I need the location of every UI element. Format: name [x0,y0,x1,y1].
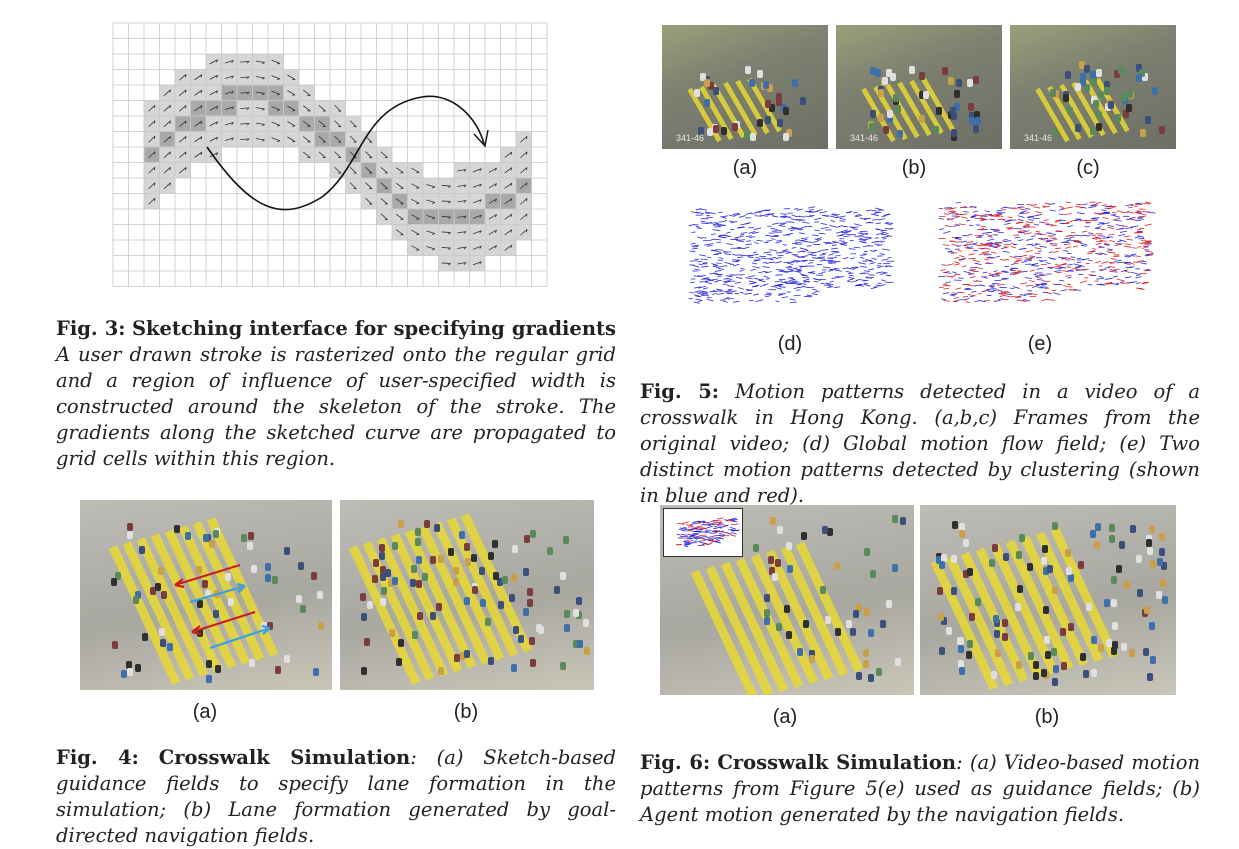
fig4-sub-a: (a) [175,701,235,724]
timecode-label: 341-46 [676,133,704,143]
fig3-gradient-grid [112,22,552,288]
fig3-text: A user drawn stroke is rasterized onto t… [56,343,616,470]
fig5-sub-a: (a) [715,157,775,180]
timecode-label: 341-46 [850,133,878,143]
fig6a-image [660,505,914,695]
fig5-caption: Fig. 5: Motion patterns detected in a vi… [640,379,1200,509]
fig5e-motion-patterns [928,192,1158,312]
fig6-sub-b: (b) [1017,706,1077,729]
fig4-sub-b: (b) [436,701,496,724]
fig5-text: Motion patterns detected in a video of a… [640,380,1200,507]
fig4-caption: Fig. 4: Crosswalk Simulation: (a) Sketch… [56,745,616,849]
fig4-label: Fig. 4: [56,746,139,769]
fig5-sub-b: (b) [884,157,944,180]
fig5d-flow-field [678,198,898,313]
guidance-arrows [80,500,332,690]
fig6-sub-a: (a) [755,706,815,729]
fig5-sub-e: (e) [1010,333,1070,356]
guidance-field-inset [663,508,743,557]
fig4b-image [340,500,594,690]
fig5a-video-frame: 341-46 [662,25,828,149]
fig5-sub-c: (c) [1058,157,1118,180]
fig3-title: Sketching interface for specifying gradi… [132,317,616,340]
fig3-label: Fig. 3: [56,317,125,340]
stroke-arrowhead [474,130,488,146]
fig6-title: Crosswalk Simulation [717,751,956,774]
fig5c-video-frame: 341-46 [1010,25,1176,149]
fig4a-image [80,500,332,690]
fig4-title: Crosswalk Simulation [159,746,410,769]
fig6-label: Fig. 6: [640,751,710,774]
fig3-caption: Fig. 3: Sketching interface for specifyi… [56,316,616,472]
fig5-sub-d: (d) [760,333,820,356]
fig5-label: Fig. 5: [640,380,719,403]
fig6-caption: Fig. 6: Crosswalk Simulation: (a) Video-… [640,750,1200,828]
fig6b-image [920,505,1176,695]
fig5b-video-frame: 341-46 [836,25,1002,149]
timecode-label: 341-46 [1024,133,1052,143]
